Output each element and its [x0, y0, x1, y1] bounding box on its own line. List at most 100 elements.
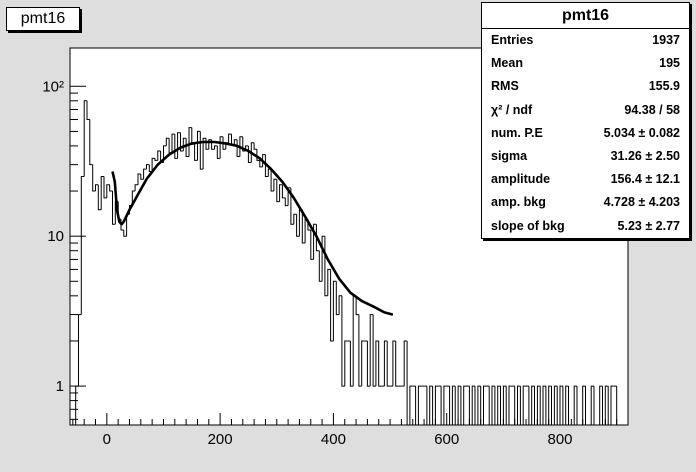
- histogram-bin: [502, 385, 507, 425]
- histogram-bin: [259, 160, 263, 168]
- stat-value: 94.38 / 58: [624, 102, 680, 117]
- histogram-bin: [146, 164, 150, 170]
- histogram-bin: [522, 385, 526, 425]
- histogram-bin: [434, 385, 439, 425]
- histogram-bin: [83, 100, 87, 177]
- histogram-bin: [488, 386, 492, 426]
- histogram-bin: [349, 341, 354, 387]
- histogram-bin: [604, 385, 609, 425]
- histogram-bin: [449, 386, 453, 426]
- histogram-bin: [372, 314, 376, 387]
- histogram-bin: [284, 197, 289, 207]
- stat-value: 5.034 ± 0.082: [603, 125, 680, 140]
- histogram-bin: [163, 145, 167, 163]
- histogram-bin: [194, 144, 198, 161]
- histogram-bin: [607, 386, 611, 426]
- histogram-bin: [335, 281, 340, 316]
- histogram-bins: [70, 100, 628, 426]
- histogram-bin: [151, 157, 155, 172]
- histogram-bin: [426, 386, 430, 426]
- histogram-bin: [585, 386, 589, 426]
- statistics-title: pmt16: [482, 3, 689, 29]
- x-tick-label: 400: [321, 431, 346, 448]
- histogram-bin: [451, 385, 456, 425]
- x-tick-label: 600: [434, 431, 459, 448]
- histogram-bin: [429, 385, 433, 425]
- histogram-bin: [531, 385, 535, 425]
- histogram-bin: [460, 386, 464, 426]
- histogram-bin: [500, 386, 504, 426]
- y-tick-label: 10: [47, 228, 64, 245]
- histogram-bin: [279, 184, 283, 202]
- histogram-bin: [463, 385, 467, 425]
- histogram-bin: [256, 149, 260, 161]
- stat-value: 4.728 ± 4.203: [603, 195, 680, 210]
- histogram-bin: [457, 385, 461, 425]
- axes: 0 200 400 600 800 1 10 10²: [42, 78, 629, 448]
- stat-value: 31.26 ± 2.50: [610, 148, 680, 163]
- histogram-bin: [494, 386, 498, 426]
- histogram-bin: [375, 340, 379, 387]
- stat-row-entries: Entries 1937: [482, 29, 689, 52]
- histogram-bin: [553, 385, 558, 425]
- stat-label: Entries: [491, 33, 534, 47]
- histogram-bin: [214, 145, 218, 150]
- histogram-bin: [174, 134, 178, 159]
- stat-value: 156.4 ± 12.1: [610, 172, 680, 187]
- histogram-bin: [477, 385, 481, 425]
- stat-label: sigma: [491, 148, 528, 163]
- histogram-bin: [202, 137, 206, 170]
- histogram-bin: [565, 385, 569, 425]
- histogram-bin: [208, 139, 212, 150]
- histogram-bin: [157, 150, 161, 161]
- histogram-bin: [131, 190, 136, 206]
- histogram-bin: [539, 386, 543, 426]
- stat-label: num. P.E: [491, 125, 543, 140]
- histogram-bin: [327, 268, 331, 296]
- stat-row-amplitude: amplitude 156.4 ± 12.1: [482, 168, 689, 191]
- histogram-bin: [92, 164, 96, 192]
- histogram-bin: [165, 137, 170, 146]
- histogram-bin: [109, 184, 113, 192]
- histogram-bin: [89, 119, 93, 166]
- histogram-bin: [383, 340, 388, 387]
- histogram-bin: [403, 340, 408, 387]
- histogram-bin: [239, 136, 243, 157]
- stat-label: amp. bkg: [491, 195, 546, 210]
- stat-row-rms: RMS 155.9: [482, 75, 689, 98]
- histogram-bin: [250, 142, 255, 163]
- stat-row-num-pe: num. P.E 5.034 ± 0.082: [482, 122, 689, 145]
- stat-value: 155.9: [648, 79, 680, 94]
- histogram-bin: [276, 179, 280, 203]
- histogram-bin: [290, 187, 294, 225]
- histogram-bin: [310, 230, 314, 260]
- histogram-bin: [415, 386, 419, 426]
- histogram-bin: [242, 136, 246, 152]
- histogram-bin: [358, 314, 362, 387]
- histogram-bin: [301, 209, 306, 244]
- histogram-bin: [536, 385, 541, 425]
- histogram-bin: [534, 386, 538, 426]
- histogram-bin: [440, 386, 444, 426]
- histogram-bin: [338, 295, 342, 315]
- histogram-bin: [366, 341, 371, 387]
- histogram-bin: [313, 223, 317, 260]
- histogram-bin: [497, 385, 501, 425]
- histogram-bin: [86, 100, 90, 120]
- histogram-bin: [95, 184, 99, 191]
- stat-value: 5.23 ± 2.77: [617, 218, 680, 233]
- histogram-bin: [590, 385, 594, 425]
- histogram-bin: [228, 133, 232, 143]
- histogram-bin: [599, 385, 603, 425]
- x-tick-label: 0: [103, 431, 111, 448]
- stat-value: 195: [659, 56, 680, 71]
- stat-row-amp-bkg: amp. bkg 4.728 ± 4.203: [482, 191, 689, 214]
- fit-curve: [111, 140, 394, 316]
- histogram-bin: [296, 214, 300, 237]
- histogram-bin: [559, 385, 563, 425]
- stat-label: amplitude: [491, 172, 551, 187]
- histogram-bin: [106, 184, 110, 198]
- histogram-bin: [140, 174, 144, 180]
- histogram-bin: [417, 385, 422, 425]
- histogram-bin: [134, 184, 138, 191]
